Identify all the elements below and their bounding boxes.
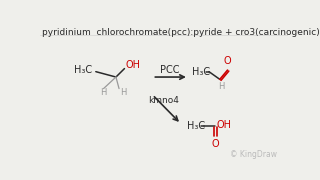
- Text: H: H: [100, 88, 106, 97]
- Text: H: H: [120, 88, 126, 97]
- Text: © KingDraw: © KingDraw: [230, 150, 277, 159]
- Text: O: O: [224, 56, 231, 66]
- Text: OH: OH: [217, 120, 232, 130]
- Text: H: H: [218, 82, 225, 91]
- Text: pyridinium  chlorochromate(pcc):pyride + cro3(carcinogenic) + hcl: pyridinium chlorochromate(pcc):pyride + …: [42, 28, 320, 37]
- Text: O: O: [211, 139, 219, 149]
- Text: OH: OH: [125, 60, 140, 71]
- Text: H₃C: H₃C: [192, 67, 210, 77]
- Text: PCC: PCC: [160, 65, 180, 75]
- Text: kmno4: kmno4: [148, 96, 180, 105]
- Text: H₃C: H₃C: [74, 65, 92, 75]
- Text: H₃C: H₃C: [187, 121, 205, 130]
